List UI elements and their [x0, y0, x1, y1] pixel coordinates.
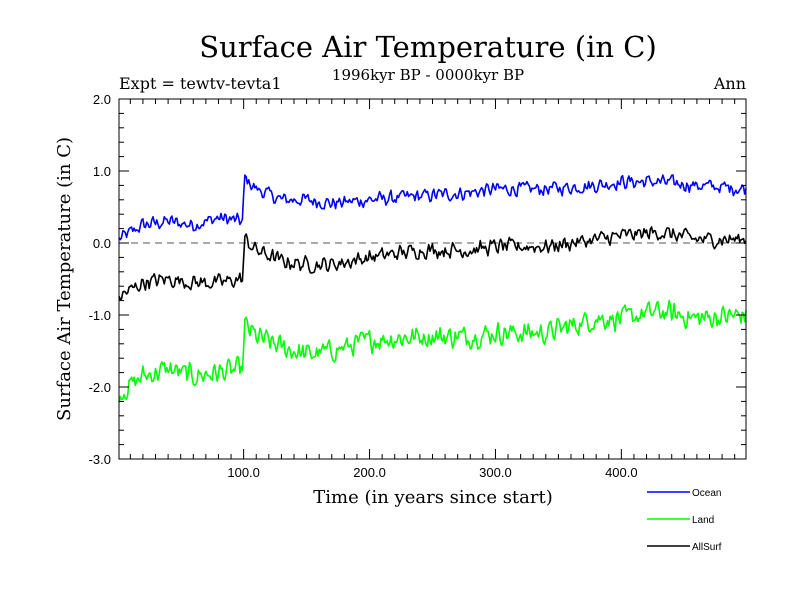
legend-label-land: Land [692, 515, 714, 526]
experiment-label: Expt = tewtv-tevta1 [119, 74, 282, 93]
plot-area [118, 174, 747, 403]
y-tick-label: 0.0 [93, 236, 111, 251]
legend-label-allsurf: AllSurf [692, 542, 722, 553]
chart-subtitle: 1996kyr BP - 0000kyr BP [332, 66, 524, 84]
y-axis-label: Surface Air Temperature (in C) [54, 137, 75, 421]
y-tick-label: -2.0 [89, 380, 111, 395]
series-line-land [118, 299, 747, 403]
season-label: Ann [713, 74, 746, 93]
chart-title: Surface Air Temperature (in C) [199, 30, 657, 64]
series-line-allsurf [118, 226, 747, 301]
legend: Ocean Land AllSurf [647, 488, 722, 553]
legend-label-ocean: Ocean [692, 488, 721, 499]
x-tick-label: 300.0 [479, 465, 512, 480]
axes: 100.0 200.0 300.0 400.0 -3.0 -2.0 -1.0 0.0 1.0 2.… [89, 92, 746, 480]
x-axis-label: Time (in years since start) [313, 487, 553, 508]
series-line-ocean [118, 174, 747, 241]
x-tick-label: 200.0 [353, 465, 386, 480]
x-tick-label: 100.0 [227, 465, 260, 480]
y-tick-label: -1.0 [89, 308, 111, 323]
y-tick-label: -3.0 [89, 452, 111, 467]
y-tick-label: 1.0 [93, 164, 111, 179]
y-tick-label: 2.0 [93, 92, 111, 107]
x-tick-label: 400.0 [605, 465, 638, 480]
plot-frame [118, 98, 747, 460]
